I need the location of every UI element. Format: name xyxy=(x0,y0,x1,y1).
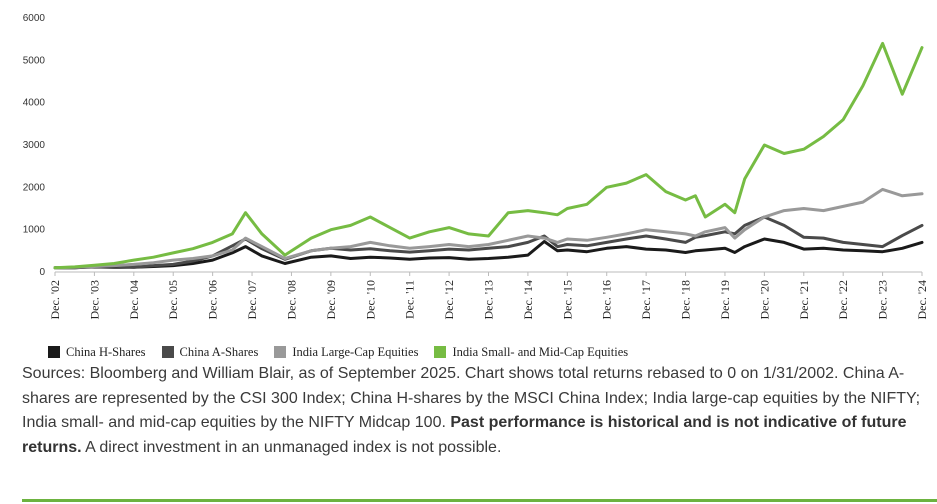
x-tick-label: Dec. '21 xyxy=(797,280,811,319)
y-axis-ticks: 0 1000 2000 3000 4000 5000 6000 xyxy=(23,13,46,278)
series-lines xyxy=(53,41,924,270)
x-tick-label: Dec. '20 xyxy=(757,280,771,319)
y-tick-label: 4000 xyxy=(23,98,46,109)
legend: China H-Shares China A-Shares India Larg… xyxy=(48,344,644,360)
x-tick-label: Dec. '14 xyxy=(521,280,535,319)
caption-disclaimer-bold: Past performance is historical and is no… xyxy=(22,414,907,456)
legend-item-china-a-shares: China A-Shares xyxy=(161,344,259,360)
legend-swatch xyxy=(48,346,60,358)
legend-label: India Large-Cap Equities xyxy=(292,344,419,359)
legend-label: India Small- and Mid-Cap Equities xyxy=(452,344,629,359)
x-tick-label: Dec. '16 xyxy=(600,280,614,319)
x-tick-label: Dec. '24 xyxy=(915,280,929,319)
x-tick-label: Dec. '22 xyxy=(836,280,850,319)
y-tick-label: 6000 xyxy=(23,13,46,24)
legend-item-india-small-mid-cap: India Small- and Mid-Cap Equities xyxy=(434,345,628,360)
legend-label: China A-Shares xyxy=(179,344,259,359)
bottom-divider xyxy=(22,499,937,502)
x-tick-label: Dec. '19 xyxy=(718,280,732,319)
x-tick-label: Dec. '18 xyxy=(679,280,693,319)
x-tick-label: Dec. '07 xyxy=(245,280,259,319)
legend-swatch xyxy=(274,346,287,358)
x-tick-label: Dec. '10 xyxy=(363,280,377,319)
y-tick-label: 1000 xyxy=(23,225,46,236)
y-tick-label: 5000 xyxy=(23,55,46,66)
legend-item-india-large-cap: India Large-Cap Equities xyxy=(274,345,418,360)
caption-disclaimer: A direct investment in an unmanaged inde… xyxy=(81,438,502,456)
y-tick-label: 0 xyxy=(39,267,45,278)
legend-swatch xyxy=(434,346,447,358)
caption-sources: Sources: Bloomberg and William Blair, as… xyxy=(22,365,921,431)
x-tick-label: Dec. '13 xyxy=(482,280,496,319)
series-line-china-h-shares xyxy=(53,237,924,270)
x-tick-label: Dec. '11 xyxy=(403,280,417,319)
x-tick-label: Dec. '02 xyxy=(48,280,62,319)
x-tick-label: Dec. '08 xyxy=(284,280,298,319)
x-tick-label: Dec. '23 xyxy=(876,280,890,319)
legend-label: China H-Shares xyxy=(66,344,146,359)
x-tick-label: Dec. '05 xyxy=(166,280,180,319)
x-axis-ticks: Dec. '02 Dec. '03 Dec. '04 Dec. '05 Dec. '06… xyxy=(48,272,929,319)
legend-item-china-h-shares: China H-Shares xyxy=(48,345,146,360)
series-line-india-small-and-mid-cap-equities xyxy=(53,41,924,270)
y-tick-label: 3000 xyxy=(23,140,46,151)
series-line-india-large-cap-equities xyxy=(53,187,924,270)
y-tick-label: 2000 xyxy=(23,182,46,193)
chart-caption: Sources: Bloomberg and William Blair, as… xyxy=(22,362,927,460)
x-tick-label: Dec. '12 xyxy=(442,280,456,319)
x-tick-label: Dec. '04 xyxy=(127,280,141,319)
x-tick-label: Dec. '06 xyxy=(206,280,220,319)
legend-swatch xyxy=(161,346,174,358)
x-tick-label: Dec. '09 xyxy=(324,280,338,319)
x-tick-label: Dec. '15 xyxy=(560,280,574,319)
x-tick-label: Dec. '03 xyxy=(87,280,101,319)
x-tick-label: Dec. '17 xyxy=(639,280,653,319)
